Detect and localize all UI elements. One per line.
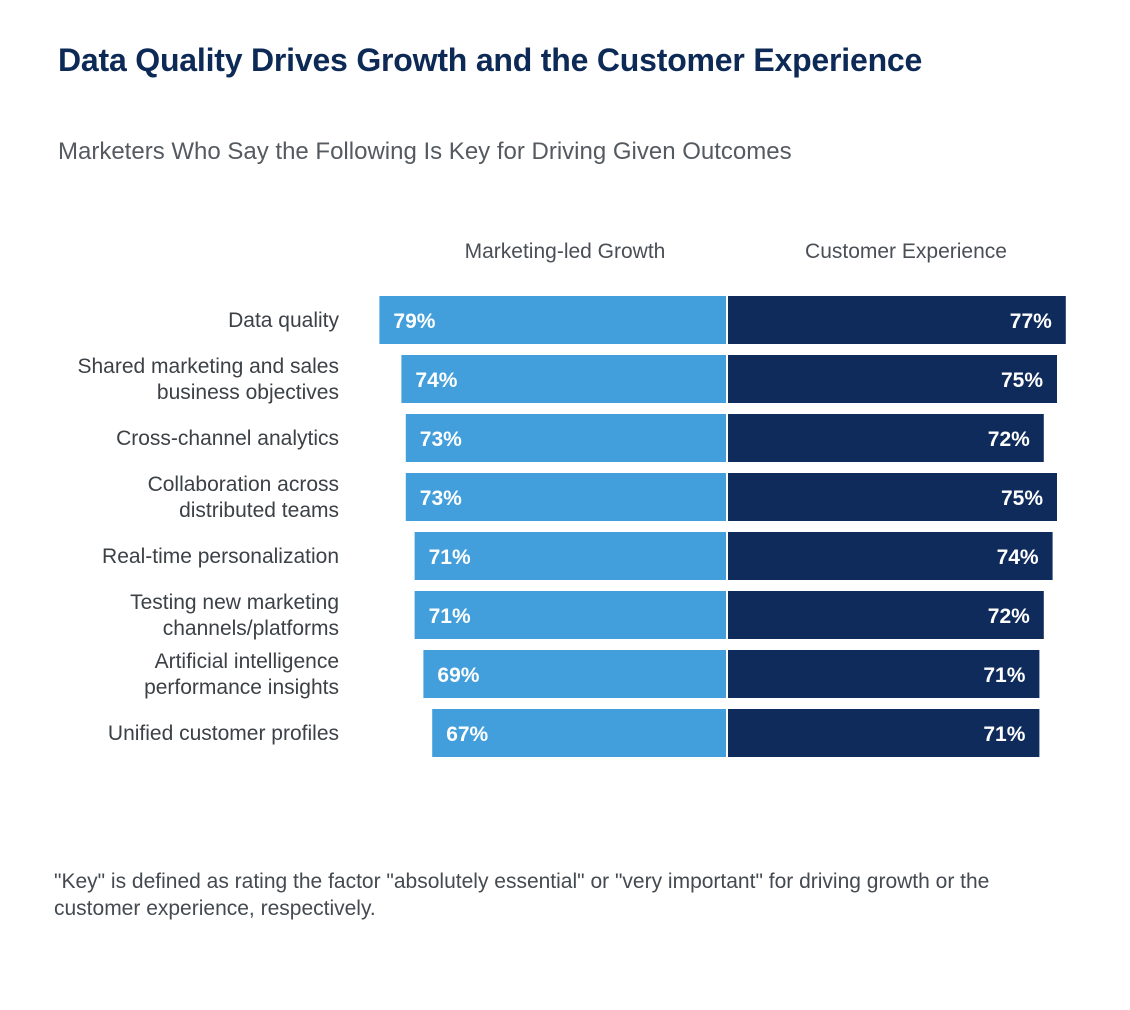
data-label-marketing-led-growth: 73% xyxy=(420,428,462,451)
bar-marketing-led-growth xyxy=(401,355,726,403)
bar-customer-experience xyxy=(728,650,1040,698)
category-label: Unified customer profiles xyxy=(108,722,339,745)
footnote: "Key" is defined as rating the factor "a… xyxy=(54,870,990,920)
category-label: Testing new marketing channels/platforms xyxy=(130,591,339,640)
category-label: Cross-channel analytics xyxy=(116,427,339,450)
bar-marketing-led-growth xyxy=(414,532,726,580)
series-header-customer-experience: Customer Experience xyxy=(805,240,1007,263)
category-label: Data quality xyxy=(228,309,339,332)
data-label-marketing-led-growth: 71% xyxy=(429,546,471,569)
bar-marketing-led-growth xyxy=(379,296,726,344)
data-label-customer-experience: 74% xyxy=(997,546,1039,569)
data-label-marketing-led-growth: 67% xyxy=(446,723,488,746)
chart-subtitle: Marketers Who Say the Following Is Key f… xyxy=(58,138,792,165)
category-label: Collaboration across distributed teams xyxy=(148,473,339,522)
category-label: Shared marketing and sales business objec… xyxy=(78,355,340,404)
bar-customer-experience xyxy=(728,591,1044,639)
butterfly-bar-chart: Marketing-led Growth Customer Experience D… xyxy=(78,240,1066,757)
data-label-marketing-led-growth: 71% xyxy=(429,605,471,628)
data-label-marketing-led-growth: 79% xyxy=(393,310,435,333)
data-label-customer-experience: 71% xyxy=(983,723,1025,746)
category-label: Real-time personalization xyxy=(102,545,339,568)
data-label-marketing-led-growth: 69% xyxy=(437,664,479,687)
bar-customer-experience xyxy=(728,709,1040,757)
data-label-customer-experience: 71% xyxy=(983,664,1025,687)
bar-customer-experience xyxy=(728,355,1057,403)
chart-title: Data Quality Drives Growth and the Custo… xyxy=(58,42,923,78)
data-label-customer-experience: 72% xyxy=(988,605,1030,628)
bar-marketing-led-growth xyxy=(432,709,726,757)
data-label-marketing-led-growth: 74% xyxy=(415,369,457,392)
data-label-customer-experience: 72% xyxy=(988,428,1030,451)
bar-customer-experience xyxy=(728,296,1066,344)
data-label-marketing-led-growth: 73% xyxy=(420,487,462,510)
bar-customer-experience xyxy=(728,414,1044,462)
category-label: Artificial intelligence performance insig… xyxy=(144,650,339,699)
bar-marketing-led-growth xyxy=(414,591,726,639)
data-label-customer-experience: 77% xyxy=(1010,310,1052,333)
bar-marketing-led-growth xyxy=(423,650,726,698)
bar-customer-experience xyxy=(728,532,1053,580)
data-label-customer-experience: 75% xyxy=(1001,487,1043,510)
series-header-marketing-led-growth: Marketing-led Growth xyxy=(465,240,666,263)
bar-marketing-led-growth xyxy=(405,473,726,521)
data-label-customer-experience: 75% xyxy=(1001,369,1043,392)
bar-customer-experience xyxy=(728,473,1057,521)
bar-marketing-led-growth xyxy=(405,414,726,462)
